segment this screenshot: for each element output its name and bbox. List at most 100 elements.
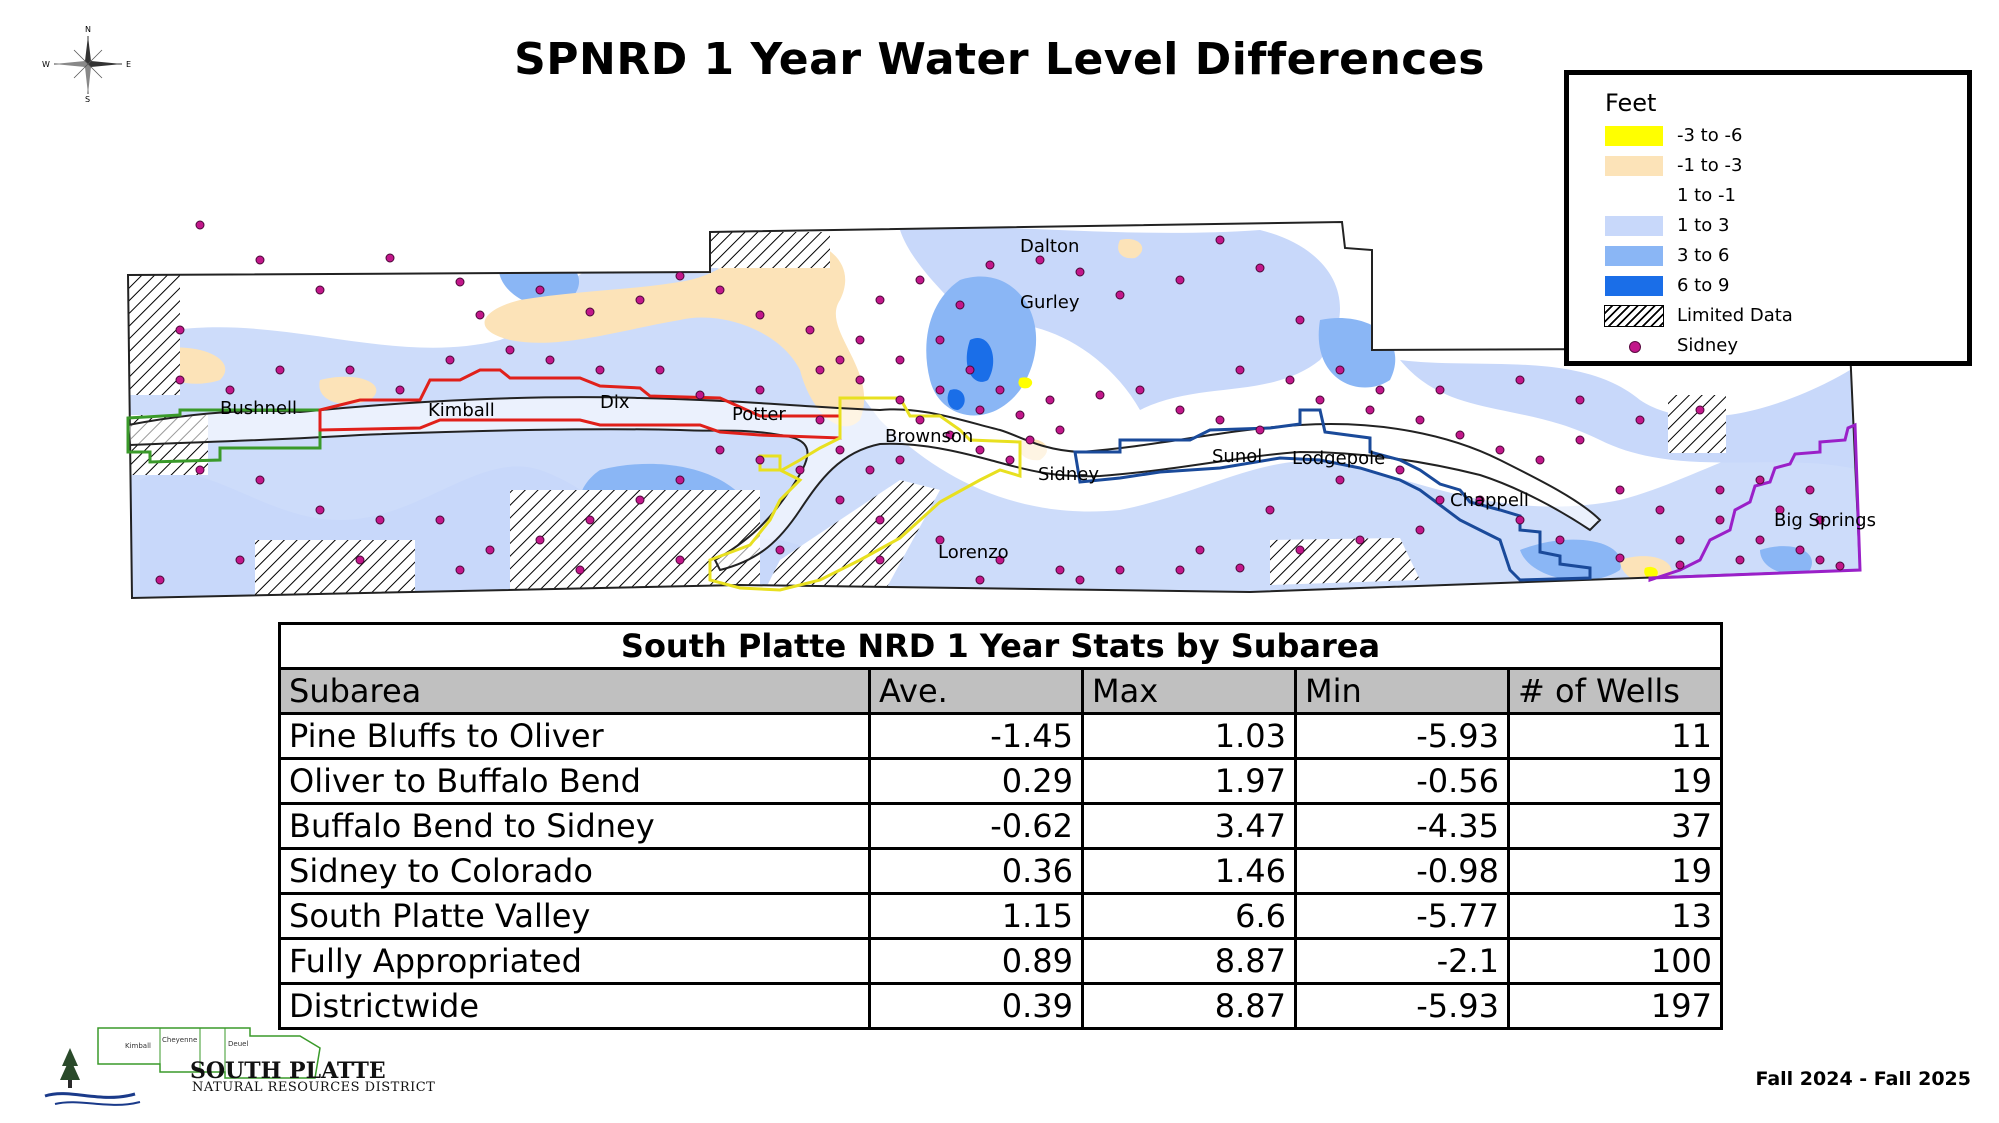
town-brownson: Brownson <box>885 426 973 447</box>
subarea-oliver-buffalo-bend <box>318 368 842 440</box>
well-point <box>1265 505 1275 515</box>
well-point <box>635 295 645 305</box>
cell-max: 8.87 <box>1081 982 1297 1030</box>
cell-subarea: Pine Bluffs to Oliver <box>278 712 871 760</box>
well-point <box>1655 505 1665 515</box>
well-point <box>935 335 945 345</box>
well-point <box>585 307 595 317</box>
well-point <box>275 365 285 375</box>
well-point <box>1295 545 1305 555</box>
well-point <box>715 445 725 455</box>
logo-county-kimball: Kimball <box>125 1042 151 1050</box>
well-point <box>255 475 265 485</box>
legend-dot <box>1629 341 1641 353</box>
legend-item: -1 to -3 <box>1605 155 1955 177</box>
well-point <box>1795 545 1805 555</box>
well-point <box>315 285 325 295</box>
well-point <box>1295 315 1305 325</box>
cell-subarea: Sidney to Colorado <box>278 847 871 895</box>
well-point <box>835 445 845 455</box>
well-point <box>535 535 545 545</box>
well-point <box>1115 290 1125 300</box>
well-point <box>1045 395 1055 405</box>
legend-title: Feet <box>1605 89 1657 117</box>
well-point <box>835 495 845 505</box>
well-point <box>1535 455 1545 465</box>
header-max: Max <box>1081 667 1297 715</box>
water-level-map: Dalton Gurley Bushnell Kimball Dix Potte… <box>126 220 1876 600</box>
well-point <box>1755 475 1765 485</box>
table-row: Sidney to Colorado 0.36 1.46 -0.98 19 <box>278 847 1723 895</box>
cell-min: -0.56 <box>1294 757 1510 805</box>
town-gurley: Gurley <box>1020 292 1080 313</box>
well-point <box>1695 405 1705 415</box>
logo-subtitle: NATURAL RESOURCES DISTRICT <box>192 1080 436 1095</box>
well-point <box>695 390 705 400</box>
well-point <box>1025 435 1035 445</box>
well-point <box>1055 425 1065 435</box>
cell-max: 1.97 <box>1081 757 1297 805</box>
cell-ave: 0.39 <box>868 982 1084 1030</box>
well-point <box>195 465 205 475</box>
well-point <box>255 255 265 265</box>
town-lodgepole: Lodgepole <box>1292 448 1385 469</box>
well-point <box>395 385 405 395</box>
well-point <box>1075 267 1085 277</box>
well-point <box>995 555 1005 565</box>
well-point <box>225 385 235 395</box>
well-point <box>1095 390 1105 400</box>
well-point <box>505 345 515 355</box>
well-point <box>315 505 325 515</box>
table-caption: South Platte NRD 1 Year Stats by Subarea <box>278 622 1723 670</box>
well-point <box>775 545 785 555</box>
well-point <box>1575 435 1585 445</box>
well-point <box>595 365 605 375</box>
well-point <box>895 455 905 465</box>
subarea-buffalo-bend-sidney <box>708 396 1022 592</box>
cell-ave: -0.62 <box>868 802 1084 850</box>
town-lorenzo: Lorenzo <box>938 542 1009 563</box>
well-point <box>755 455 765 465</box>
well-point <box>855 375 865 385</box>
cell-ave: 0.29 <box>868 757 1084 805</box>
header-min: Min <box>1294 667 1510 715</box>
well-point <box>1015 410 1025 420</box>
header-ave: Ave. <box>868 667 1084 715</box>
well-point <box>345 365 355 375</box>
well-point <box>1805 485 1815 495</box>
legend-swatch <box>1605 216 1663 236</box>
well-point <box>1215 235 1225 245</box>
cell-subarea: Districtwide <box>278 982 871 1030</box>
cell-max: 1.03 <box>1081 712 1297 760</box>
legend-label: -1 to -3 <box>1677 155 1743 176</box>
legend-item: -3 to -6 <box>1605 125 1955 147</box>
town-chappell: Chappell <box>1450 490 1529 511</box>
well-point <box>995 385 1005 395</box>
well-point <box>1135 385 1145 395</box>
spnrd-logo: Kimball Cheyenne Deuel <box>44 1027 321 1106</box>
cell-wells: 11 <box>1507 712 1723 760</box>
well-point <box>895 395 905 405</box>
town-dalton: Dalton <box>1020 236 1079 257</box>
legend-item: Limited Data <box>1604 305 1955 327</box>
cell-min: -5.93 <box>1294 982 1510 1030</box>
cell-subarea: South Platte Valley <box>278 892 871 940</box>
well-point <box>1035 255 1045 265</box>
well-point <box>575 565 585 575</box>
well-point <box>1395 465 1405 475</box>
well-point <box>1055 565 1065 575</box>
well-point <box>805 325 815 335</box>
cell-max: 8.87 <box>1081 937 1297 985</box>
well-point <box>1635 415 1645 425</box>
table-header-row: Subarea Ave. Max Min # of Wells <box>278 667 1723 715</box>
well-point <box>975 575 985 585</box>
well-point <box>1675 560 1685 570</box>
well-point <box>835 355 845 365</box>
well-point <box>475 310 485 320</box>
legend-swatch <box>1605 276 1663 296</box>
cell-min: -5.77 <box>1294 892 1510 940</box>
well-point <box>1375 385 1385 395</box>
well-point <box>1775 505 1785 515</box>
legend-label: Limited Data <box>1677 305 1793 326</box>
cell-ave: 0.89 <box>868 937 1084 985</box>
